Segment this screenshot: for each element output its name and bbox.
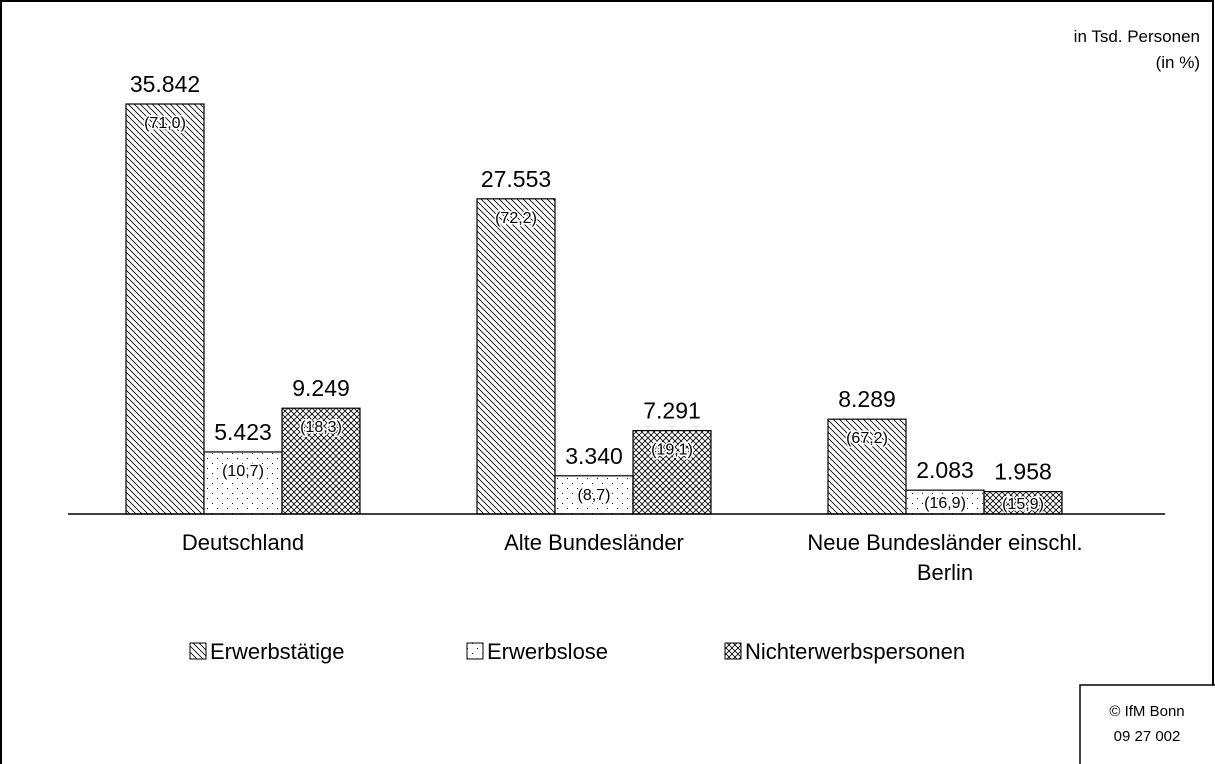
value-label: 35.842 [130,71,200,97]
value-label: 8.289 [838,386,896,412]
value-label: 5.423 [214,419,272,445]
share-label: (8,7) [578,487,611,504]
legend-swatch [724,642,742,660]
value-label: 9.249 [292,375,350,401]
bar [476,198,556,515]
source-box [1079,684,1215,764]
legend-label: Nichterwerbspersonen [745,639,965,664]
share-label: (15,9) [1002,496,1044,513]
x-tick-label: Alte Bundesländer [504,530,684,555]
share-label: (10,7) [222,463,264,480]
value-label: 1.958 [994,459,1052,485]
share-label: (72,2) [495,210,537,227]
x-tick-label: Neue Bundesländer einschl. Berlin [807,530,1083,585]
source-line: © IfM Bonn [1109,703,1184,720]
bar [554,475,634,515]
share-label: (67,2) [846,430,888,447]
value-label: 27.553 [481,166,551,192]
x-tick-label: Deutschland [181,530,305,555]
bar [203,451,283,515]
bar [125,103,205,515]
unit-label: in Tsd. Personen [1074,27,1200,46]
share-unit-label: (in %) [1156,53,1200,72]
share-label: (16,9) [924,495,966,512]
legend-swatch [466,642,484,660]
share-label: (18,3) [300,419,342,436]
legend-swatch [189,642,207,660]
bar [827,418,907,515]
value-label: 2.083 [916,457,974,483]
share-label: (71,0) [144,115,186,132]
source-line: 09 27 002 [1114,728,1181,745]
share-label: (19,1) [651,442,693,459]
value-label: 3.340 [565,443,623,469]
legend-label: Erwerbslose [487,639,608,664]
legend-label: Erwerbstätige [210,639,345,664]
value-label: 7.291 [643,398,701,424]
